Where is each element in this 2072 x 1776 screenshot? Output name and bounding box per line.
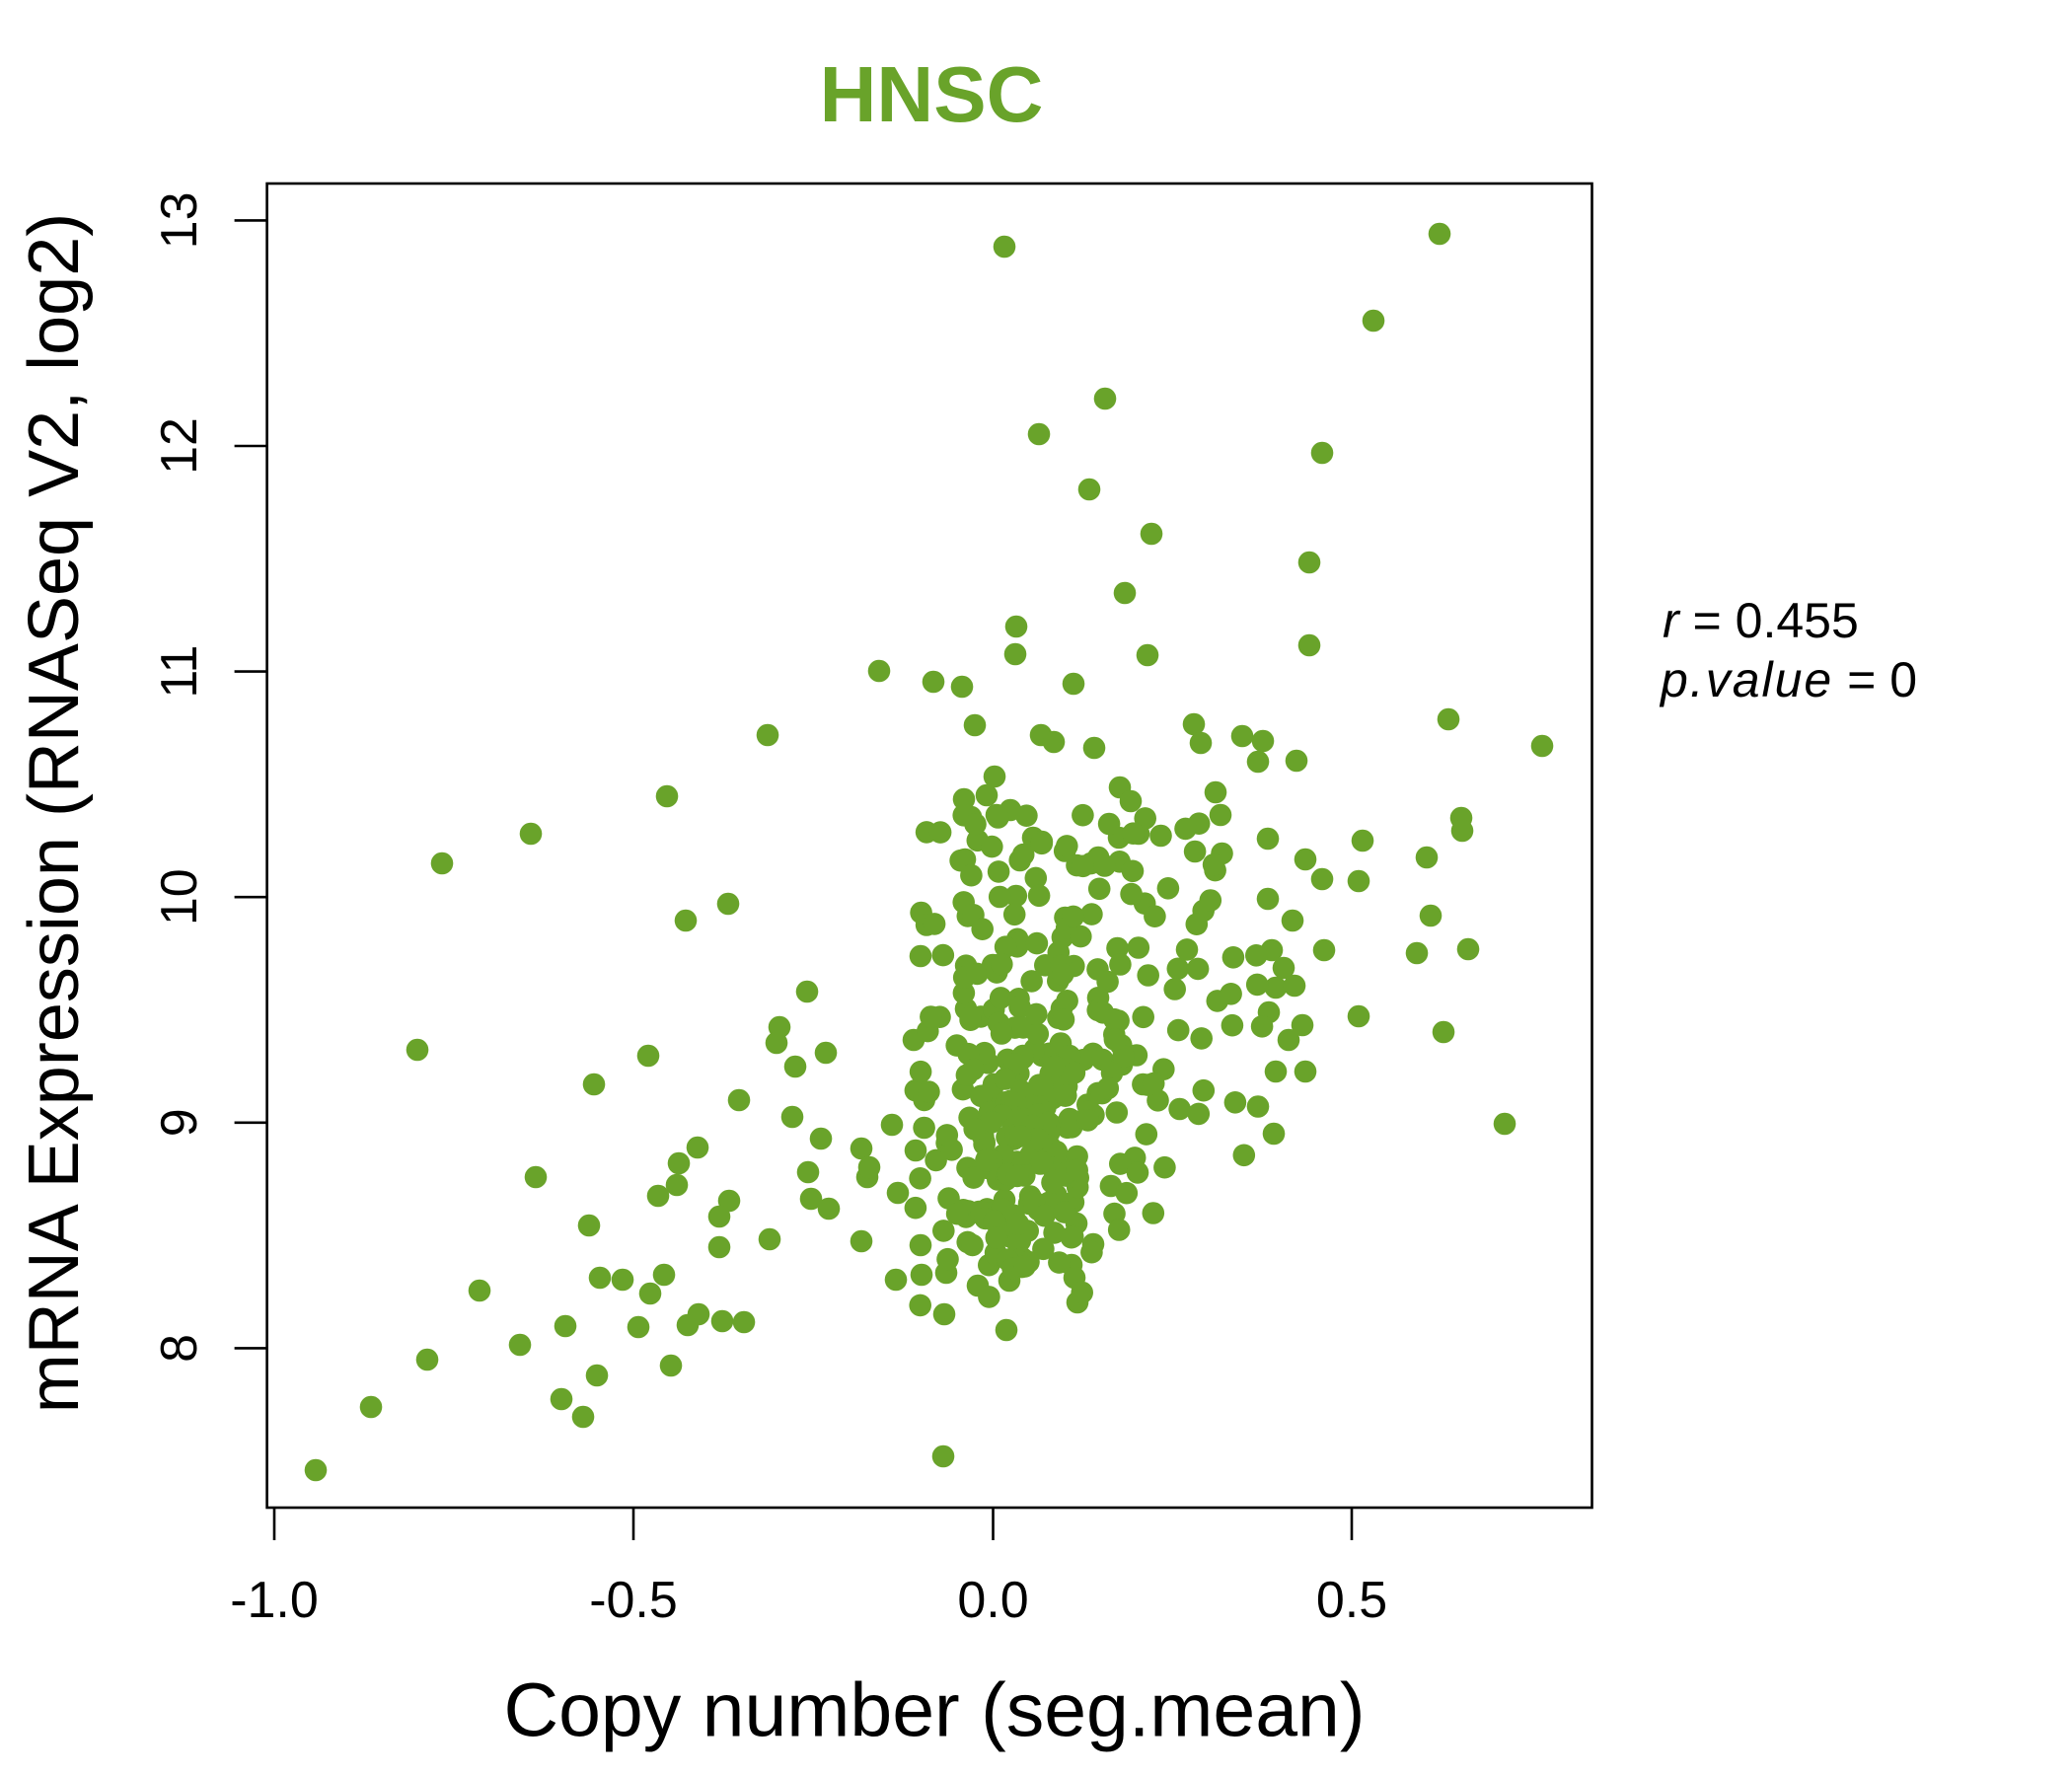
svg-text:Copy number (seg.mean): Copy number (seg.mean) <box>503 1668 1365 1753</box>
svg-text:0.0: 0.0 <box>957 1572 1028 1629</box>
svg-text:r = 0.455: r = 0.455 <box>1663 593 1859 648</box>
svg-text:-0.5: -0.5 <box>589 1572 678 1629</box>
svg-text:8: 8 <box>151 1334 208 1363</box>
svg-text:11: 11 <box>151 645 208 699</box>
svg-text:0.5: 0.5 <box>1316 1572 1387 1629</box>
svg-text:mRNA Expression (RNASeq V2, lo: mRNA Expression (RNASeq V2, log2) <box>15 213 94 1413</box>
svg-text:13: 13 <box>151 191 208 249</box>
svg-text:12: 12 <box>151 417 208 475</box>
svg-text:-1.0: -1.0 <box>230 1572 319 1629</box>
svg-text:HNSC: HNSC <box>820 50 1044 138</box>
svg-text:10: 10 <box>151 868 208 925</box>
svg-text:p.value = 0: p.value = 0 <box>1659 652 1917 707</box>
svg-text:9: 9 <box>151 1108 208 1137</box>
